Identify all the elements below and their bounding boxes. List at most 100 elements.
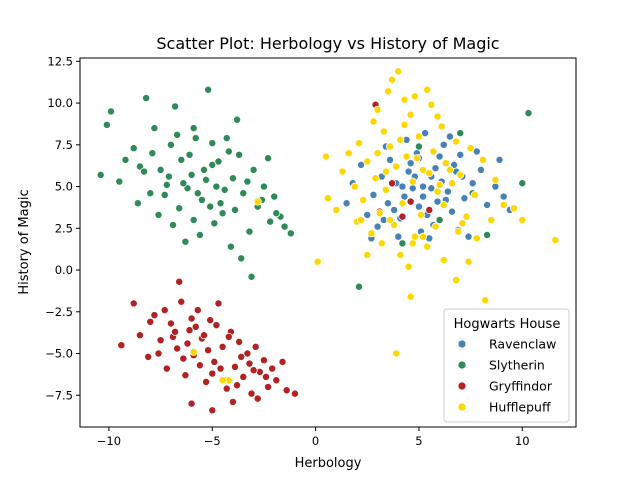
data-point <box>208 369 217 378</box>
data-point <box>154 210 163 219</box>
data-point <box>408 184 417 193</box>
data-point <box>278 357 287 366</box>
data-point <box>129 299 138 308</box>
data-point <box>435 152 444 161</box>
legend-box <box>443 308 570 423</box>
data-point <box>191 322 200 331</box>
data-point <box>435 180 444 189</box>
data-point <box>144 352 153 361</box>
data-point <box>435 215 444 224</box>
legend-marker <box>457 402 467 412</box>
data-point <box>268 364 277 373</box>
data-point <box>439 140 448 149</box>
data-point <box>392 349 401 358</box>
data-point <box>321 152 330 161</box>
data-point <box>423 242 432 251</box>
data-point <box>272 209 281 218</box>
series-hufflepuff <box>189 67 560 385</box>
data-point <box>518 215 527 224</box>
data-point <box>448 179 456 188</box>
data-point <box>264 154 273 163</box>
data-point <box>390 205 399 214</box>
data-point <box>202 377 211 386</box>
data-point <box>150 311 159 320</box>
points-layer <box>96 67 560 415</box>
data-point <box>396 135 405 144</box>
data-point <box>187 170 196 179</box>
data-point <box>332 205 341 214</box>
data-point <box>187 399 196 408</box>
data-point <box>206 316 215 325</box>
data-point <box>179 354 188 363</box>
x-axis-label: Herbology <box>295 456 362 471</box>
data-point <box>464 257 473 266</box>
data-point <box>355 139 363 148</box>
data-point <box>425 169 434 178</box>
data-point <box>195 231 204 239</box>
data-point <box>202 175 211 184</box>
data-point <box>373 222 382 231</box>
data-point <box>456 150 465 159</box>
data-point <box>216 364 225 373</box>
data-point <box>181 237 190 246</box>
legend: Hogwarts House Ravenclaw Slytherin Gryffin… <box>443 308 570 423</box>
data-point <box>175 204 184 213</box>
legend-label: Hufflepuff <box>489 400 551 415</box>
data-point <box>233 381 242 390</box>
data-point <box>148 149 157 158</box>
data-point <box>381 185 390 194</box>
data-point <box>472 147 481 156</box>
data-point <box>454 227 463 236</box>
data-point <box>344 149 353 158</box>
data-point <box>419 192 428 201</box>
data-point <box>166 140 175 149</box>
data-point <box>142 94 151 103</box>
data-point <box>212 182 221 191</box>
data-point <box>173 130 182 139</box>
x-tick-label: 10 <box>515 434 530 448</box>
y-axis-label: History of Magic <box>17 189 32 294</box>
data-point <box>404 167 413 176</box>
data-point <box>491 182 500 191</box>
data-point <box>383 87 392 96</box>
legend-marker <box>457 339 467 349</box>
data-point <box>231 205 239 214</box>
data-point <box>470 190 479 199</box>
data-point <box>189 124 198 133</box>
data-point <box>433 197 442 206</box>
data-point <box>400 95 409 104</box>
legend-label: Gryffindor <box>489 379 553 394</box>
data-point <box>445 132 454 141</box>
data-point <box>359 195 368 204</box>
data-point <box>212 321 221 330</box>
data-point <box>228 174 237 183</box>
y-tick-label: −2.5 <box>45 305 73 319</box>
data-point <box>259 356 268 365</box>
data-point <box>224 147 233 156</box>
data-point <box>208 160 217 169</box>
data-point <box>177 297 186 306</box>
data-point <box>253 394 262 403</box>
data-point <box>160 306 169 315</box>
data-point <box>251 342 260 351</box>
data-point <box>185 326 194 335</box>
data-point <box>228 397 237 406</box>
data-point <box>363 251 372 259</box>
data-point <box>377 239 386 248</box>
data-point <box>115 177 124 186</box>
data-point <box>381 167 390 176</box>
data-point <box>173 344 182 353</box>
y-axis: −7.5 −5.0 −2.5 0.0 2.5 5.0 7.5 10.0 12.5 <box>45 54 80 402</box>
data-point <box>371 174 380 183</box>
data-point <box>286 229 295 238</box>
data-point <box>421 129 430 138</box>
data-point <box>524 109 533 118</box>
data-point <box>414 202 423 211</box>
data-point <box>396 251 405 259</box>
data-point <box>456 129 465 138</box>
data-point <box>394 67 403 76</box>
data-point <box>313 257 322 266</box>
data-point <box>448 207 456 216</box>
data-point <box>164 172 173 181</box>
data-point <box>253 197 262 206</box>
